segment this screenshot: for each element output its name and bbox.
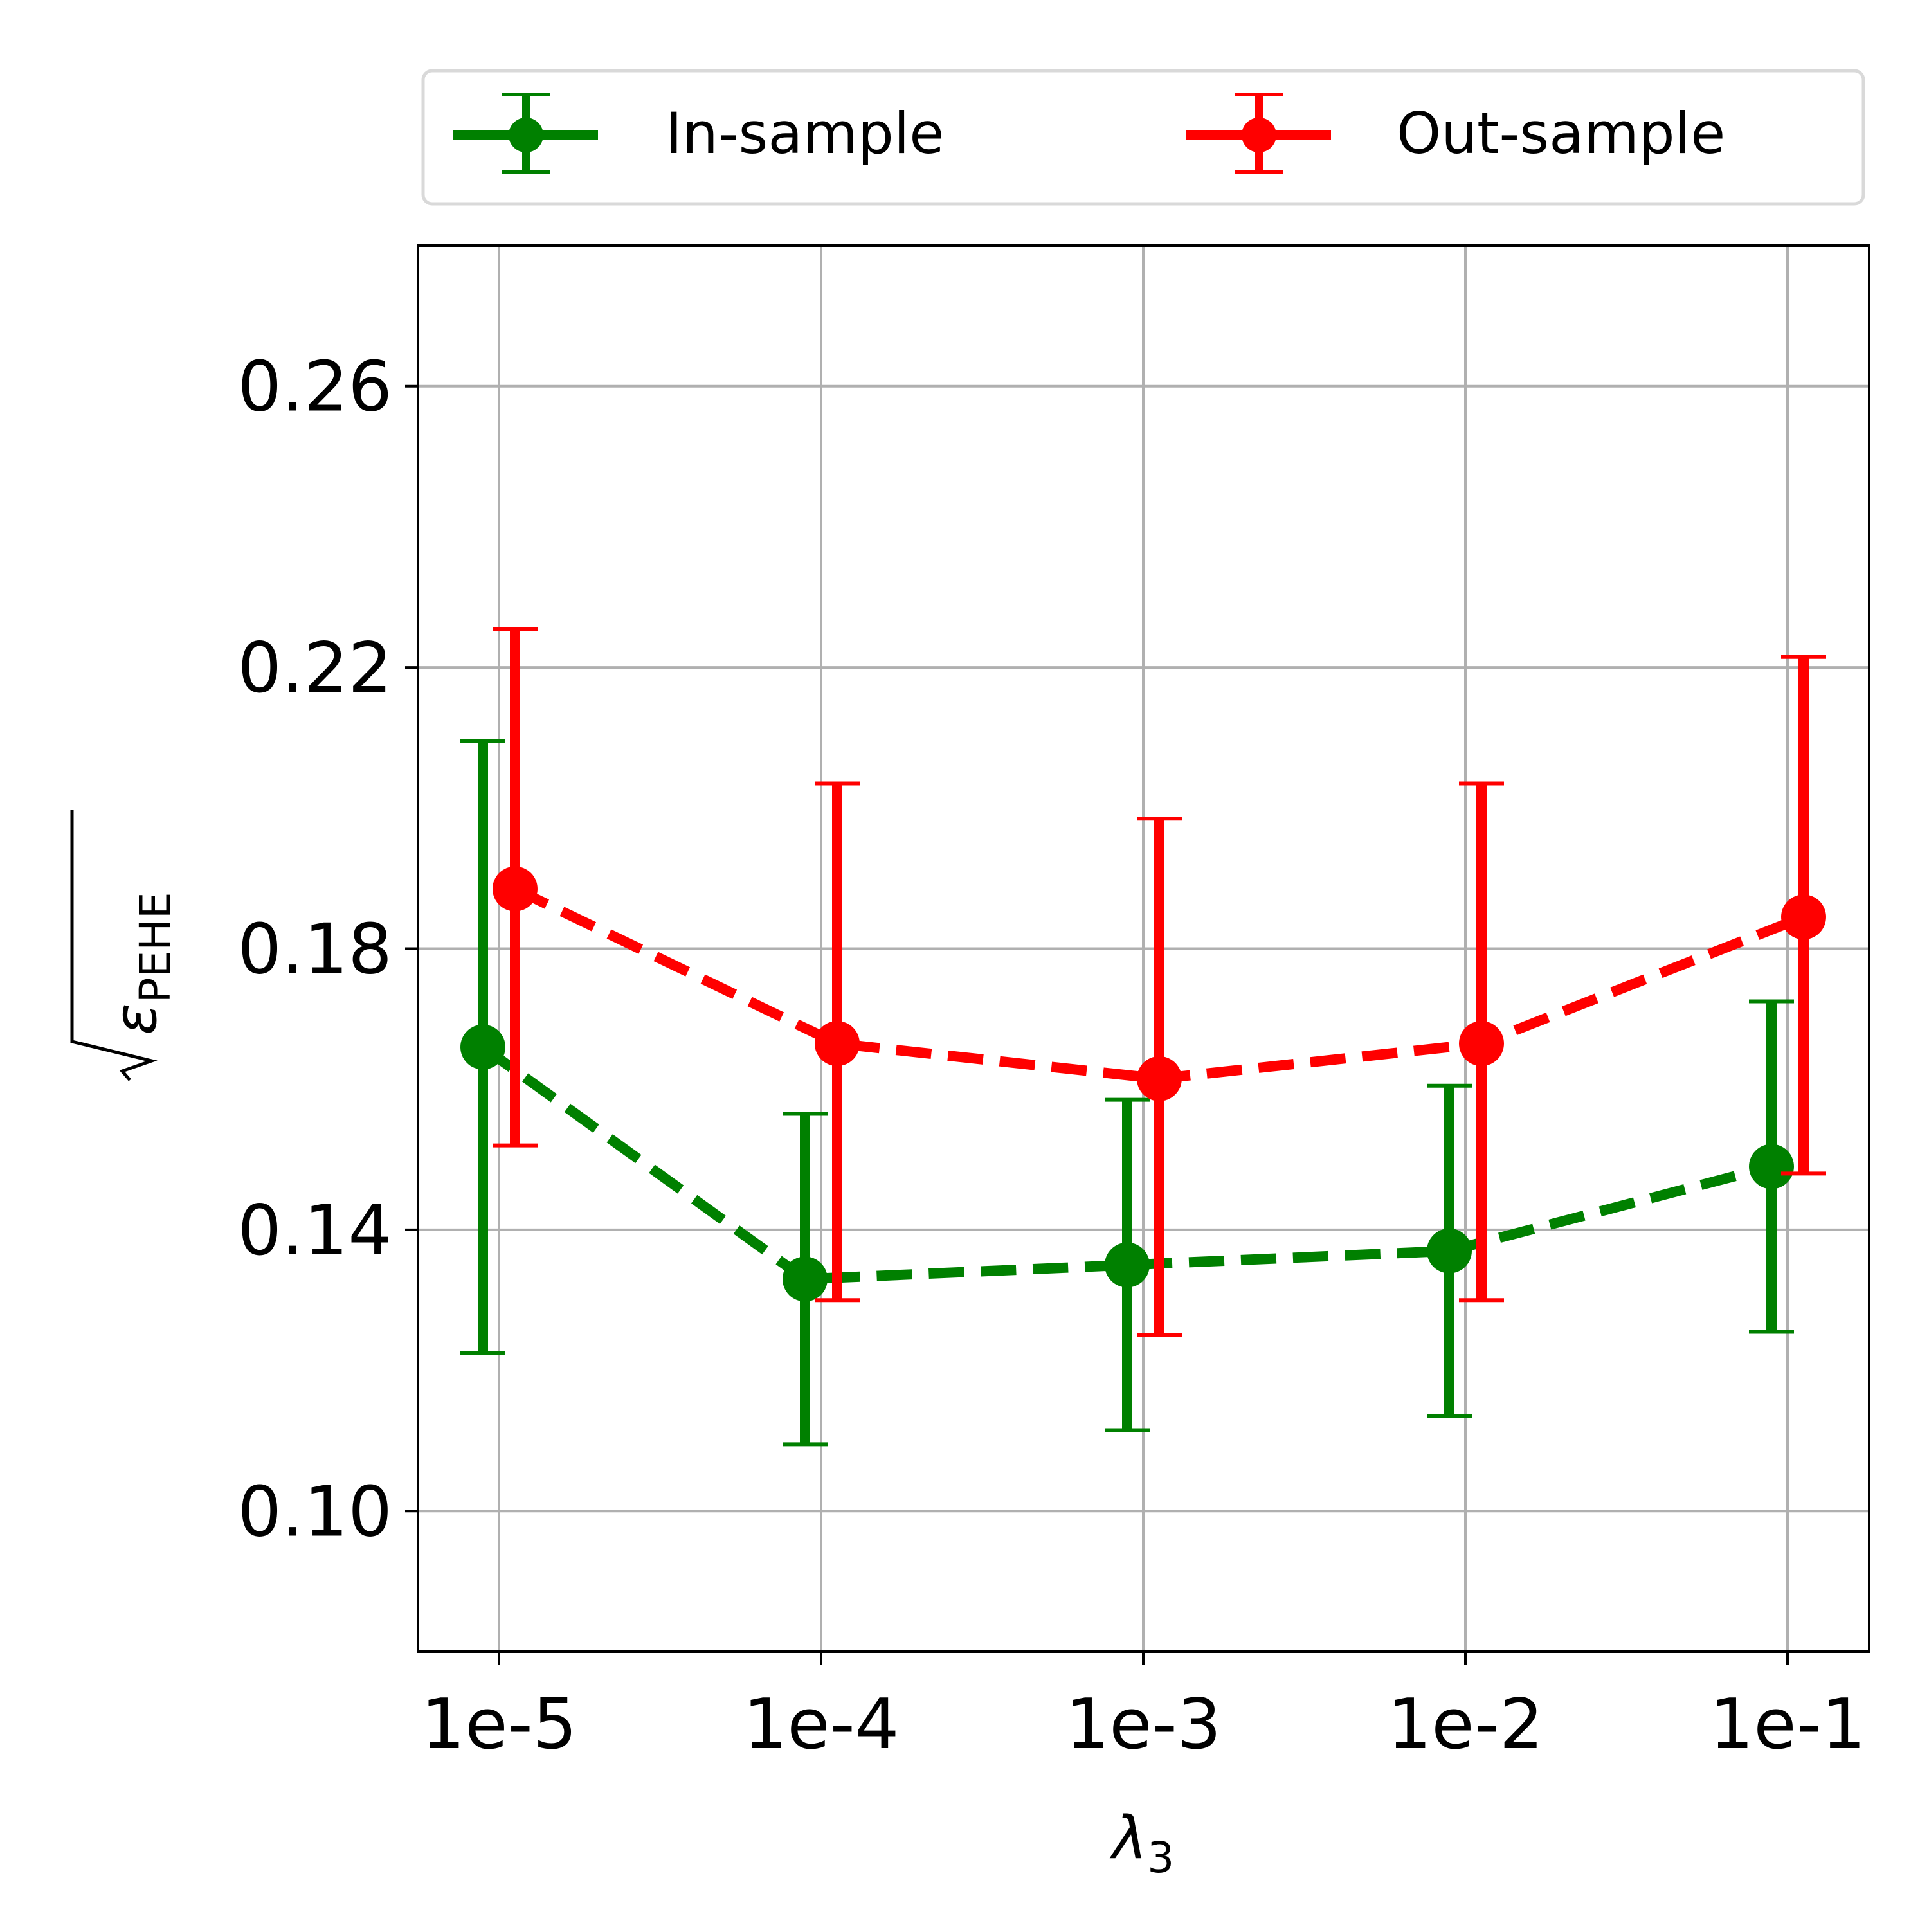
data-point-in-sample — [1749, 1144, 1794, 1189]
series-layer — [460, 626, 1826, 1447]
x-axis-label-subscript: 3 — [1147, 1833, 1174, 1882]
data-point-in-sample — [1105, 1242, 1150, 1288]
legend-label-out-sample: Out-sample — [1397, 100, 1725, 167]
series-line-in-sample — [480, 1043, 1773, 1285]
data-point-out-sample — [1137, 1056, 1182, 1101]
y-tick-label: 0.26 — [238, 347, 392, 428]
legend-marker-out-sample — [1242, 118, 1276, 152]
series-out-sample — [493, 626, 1826, 1337]
legend-marker-in-sample — [509, 118, 543, 152]
x-tick-label: 1e-5 — [421, 1684, 577, 1765]
y-tick-label: 0.22 — [238, 628, 392, 709]
legend-label-in-sample: In-sample — [666, 100, 944, 167]
legend-entry-in-sample: In-sample — [453, 93, 944, 174]
data-point-out-sample — [1781, 894, 1826, 940]
y-axis-label: εPEHE — [70, 810, 180, 1081]
series-in-sample — [460, 739, 1794, 1447]
y-axis: 0.10 0.14 0.18 0.22 0.26 — [238, 347, 418, 1552]
y-axis-label-subscript: PEHE — [131, 892, 180, 1003]
data-point-in-sample — [783, 1256, 828, 1302]
sqrt-sign — [70, 810, 158, 1081]
data-point-in-sample — [1427, 1228, 1472, 1274]
y-tick-label: 0.14 — [238, 1191, 392, 1271]
data-point-in-sample — [460, 1024, 505, 1070]
x-tick-label: 1e-3 — [1065, 1684, 1222, 1765]
y-axis-label-symbol: ε — [101, 1003, 170, 1035]
x-tick-label: 1e-4 — [743, 1684, 900, 1765]
y-axis-label-text: εPEHE — [101, 892, 180, 1035]
x-axis-label: λ3 — [1109, 1803, 1174, 1882]
data-point-out-sample — [1459, 1021, 1504, 1067]
legend: In-sample Out-sample — [421, 69, 1865, 206]
y-tick-label: 0.18 — [238, 910, 392, 990]
y-tick-label: 0.10 — [238, 1472, 392, 1552]
x-tick-label: 1e-2 — [1388, 1684, 1544, 1765]
data-point-out-sample — [815, 1021, 860, 1067]
x-axis: 1e-5 1e-4 1e-3 1e-2 1e-1 — [421, 1652, 1866, 1765]
x-tick-label: 1e-1 — [1710, 1684, 1866, 1765]
data-point-out-sample — [493, 866, 538, 912]
legend-frame — [421, 69, 1865, 206]
x-axis-label-symbol: λ — [1109, 1803, 1147, 1872]
grid-lines — [418, 246, 1869, 1652]
legend-entry-out-sample: Out-sample — [1186, 93, 1725, 174]
